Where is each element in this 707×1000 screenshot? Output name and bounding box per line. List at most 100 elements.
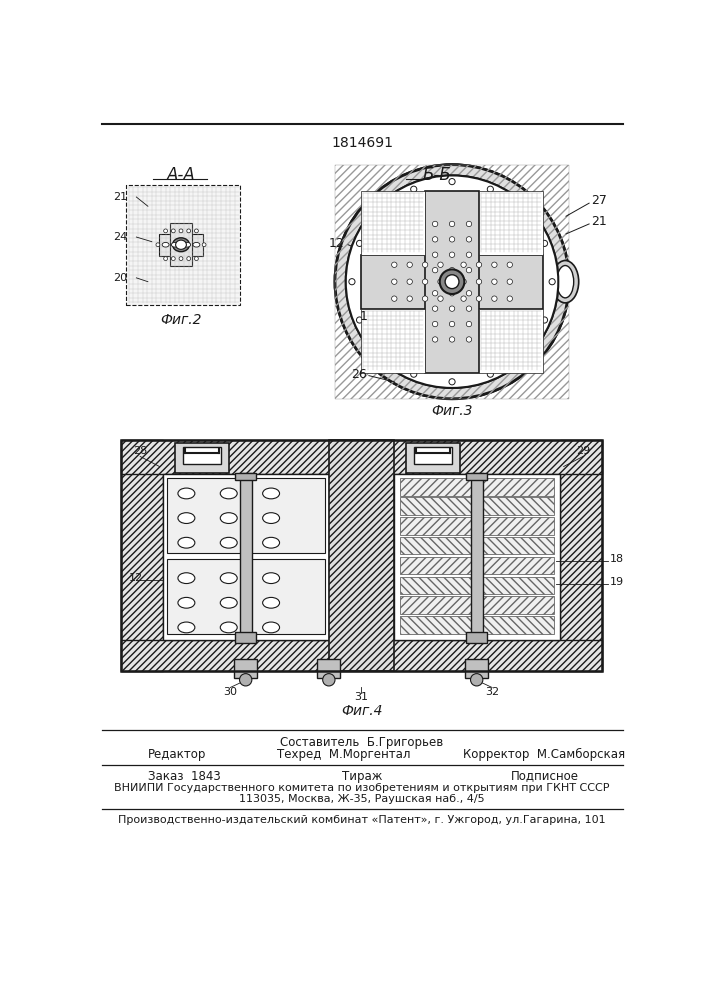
Circle shape xyxy=(411,371,417,377)
Ellipse shape xyxy=(171,242,178,247)
Circle shape xyxy=(549,279,555,285)
Text: 24: 24 xyxy=(113,232,127,242)
Circle shape xyxy=(187,229,191,233)
Circle shape xyxy=(433,267,438,273)
Text: 27: 27 xyxy=(590,194,607,207)
Circle shape xyxy=(335,165,569,399)
Bar xyxy=(240,473,252,641)
Circle shape xyxy=(346,175,559,388)
Circle shape xyxy=(542,317,548,323)
Circle shape xyxy=(449,379,455,385)
Circle shape xyxy=(450,237,455,242)
Circle shape xyxy=(491,296,497,301)
Circle shape xyxy=(520,349,526,356)
Circle shape xyxy=(407,279,412,284)
Text: 18: 18 xyxy=(610,554,624,564)
Text: 20: 20 xyxy=(113,273,127,283)
Bar xyxy=(425,191,479,373)
Ellipse shape xyxy=(262,513,279,523)
Text: Б-Б: Б-Б xyxy=(422,166,451,184)
Text: Подписное: Подписное xyxy=(510,770,578,783)
Circle shape xyxy=(240,674,252,686)
Circle shape xyxy=(322,674,335,686)
Text: Тираж: Тираж xyxy=(341,770,382,783)
Circle shape xyxy=(392,296,397,301)
Circle shape xyxy=(433,291,438,296)
Bar xyxy=(163,474,329,640)
Circle shape xyxy=(520,208,526,214)
Circle shape xyxy=(179,257,183,261)
Bar xyxy=(560,440,602,671)
Text: Заказ  1843: Заказ 1843 xyxy=(148,770,221,783)
Bar xyxy=(400,616,554,634)
Text: 28: 28 xyxy=(133,446,147,456)
Circle shape xyxy=(487,371,493,377)
Circle shape xyxy=(450,291,455,296)
Circle shape xyxy=(467,306,472,311)
Circle shape xyxy=(467,291,472,296)
Ellipse shape xyxy=(262,597,279,608)
Text: 21: 21 xyxy=(113,192,127,202)
Circle shape xyxy=(202,243,206,247)
Ellipse shape xyxy=(173,238,189,252)
Circle shape xyxy=(445,275,459,289)
Bar xyxy=(160,234,203,256)
Bar xyxy=(121,440,602,671)
Circle shape xyxy=(461,279,467,284)
Circle shape xyxy=(433,252,438,257)
Ellipse shape xyxy=(262,488,279,499)
Ellipse shape xyxy=(262,537,279,548)
Circle shape xyxy=(461,262,467,267)
Circle shape xyxy=(378,208,385,214)
Bar xyxy=(400,497,554,515)
Bar xyxy=(235,632,257,643)
Circle shape xyxy=(194,257,199,261)
Circle shape xyxy=(461,296,467,301)
Circle shape xyxy=(477,296,481,301)
Ellipse shape xyxy=(221,537,238,548)
Circle shape xyxy=(433,237,438,242)
Circle shape xyxy=(450,221,455,227)
Text: Фиг.2: Фиг.2 xyxy=(160,313,201,327)
Text: Фиг.3: Фиг.3 xyxy=(431,404,473,418)
Text: 12: 12 xyxy=(329,237,344,250)
Ellipse shape xyxy=(221,488,238,499)
Bar xyxy=(182,447,221,464)
Circle shape xyxy=(507,262,513,267)
Circle shape xyxy=(164,257,168,261)
Ellipse shape xyxy=(178,597,195,608)
Ellipse shape xyxy=(178,513,195,523)
Text: 30: 30 xyxy=(223,687,238,697)
Bar xyxy=(465,659,489,678)
Circle shape xyxy=(349,279,355,285)
Text: Редактор: Редактор xyxy=(148,748,206,761)
Circle shape xyxy=(164,229,168,233)
Text: Производственно-издательский комбинат «Патент», г. Ужгород, ул.Гагарина, 101: Производственно-издательский комбинат «П… xyxy=(118,815,606,825)
Text: 29: 29 xyxy=(575,446,590,456)
Circle shape xyxy=(467,252,472,257)
Bar xyxy=(395,474,560,640)
Bar xyxy=(121,440,602,474)
Text: 19: 19 xyxy=(610,577,624,587)
Ellipse shape xyxy=(184,242,191,247)
Text: 32: 32 xyxy=(485,687,499,697)
Circle shape xyxy=(467,237,472,242)
Circle shape xyxy=(335,165,569,399)
Bar xyxy=(361,191,425,255)
Bar xyxy=(479,191,543,255)
Circle shape xyxy=(467,267,472,273)
Text: ВНИИПИ Государственного комитета по изобретениям и открытиям при ГКНТ СССР: ВНИИПИ Государственного комитета по изоб… xyxy=(115,783,609,793)
Circle shape xyxy=(433,321,438,327)
Bar xyxy=(400,478,554,496)
Ellipse shape xyxy=(175,240,187,249)
Ellipse shape xyxy=(262,573,279,584)
Text: 12: 12 xyxy=(129,573,143,583)
Circle shape xyxy=(433,337,438,342)
Text: 21: 21 xyxy=(590,215,607,228)
Circle shape xyxy=(433,221,438,227)
Circle shape xyxy=(433,306,438,311)
Circle shape xyxy=(171,229,175,233)
Bar xyxy=(317,659,340,678)
Text: Фиг.4: Фиг.4 xyxy=(341,704,382,718)
Bar xyxy=(400,537,554,554)
